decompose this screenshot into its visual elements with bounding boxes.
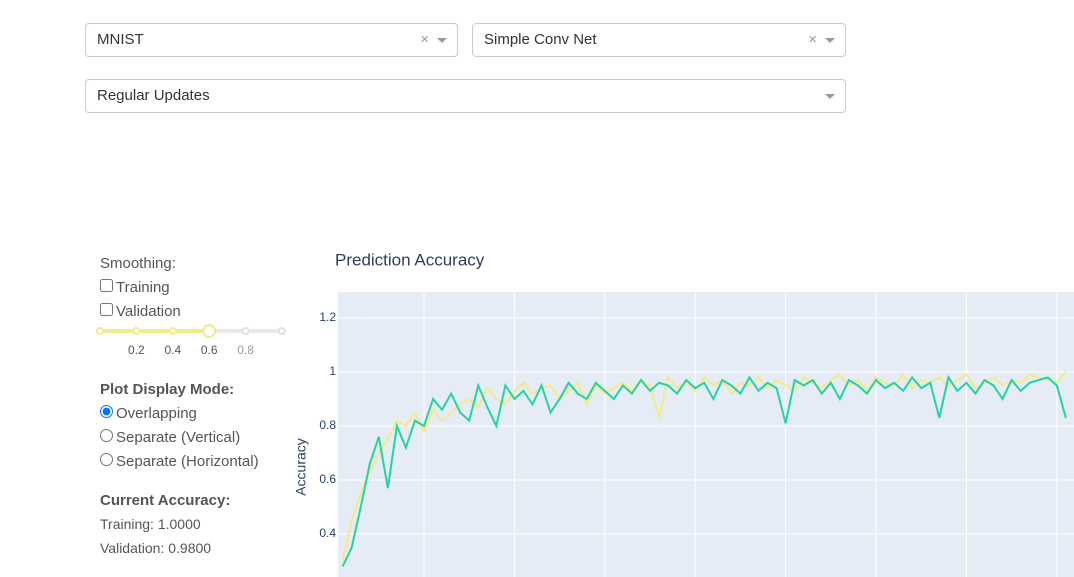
arrow[interactable] (437, 38, 447, 43)
checkbox[interactable]: Training (100, 279, 170, 296)
y-axis-title: Accuracy (293, 438, 309, 496)
radio[interactable]: Separate (Horizontal) (100, 453, 259, 470)
dropdown-value: Simple Conv Net (484, 31, 597, 48)
data-line (341, 374, 1067, 567)
display-mode-label: Plot Display Mode: (100, 381, 235, 398)
plot-area (338, 292, 1074, 577)
y-tick-label: 1 (329, 364, 336, 378)
radio-label: Overlapping (116, 405, 197, 422)
radio-input[interactable] (100, 453, 113, 466)
radio-input[interactable] (100, 405, 113, 418)
slider[interactable]: 0.2 0.4 0.6 0.8 (90, 320, 295, 362)
slider-dot (168, 327, 177, 335)
slider-dot (241, 327, 250, 335)
data-line (341, 371, 1067, 562)
checkbox-input[interactable] (100, 303, 113, 316)
chart-title: Prediction Accuracy (335, 250, 485, 269)
y-tick-label: 1.2 (319, 310, 336, 324)
dropdown-value: MNIST (97, 31, 144, 48)
slider-dot (132, 327, 141, 335)
checkbox-input[interactable] (100, 279, 113, 292)
update-dropdown[interactable]: Regular Updates (85, 79, 846, 113)
validation-accuracy: Validation: 0.9800 (100, 540, 212, 556)
y-tick-label: 0.4 (319, 526, 336, 540)
radio[interactable]: Separate (Vertical) (100, 429, 240, 446)
dataset-dropdown[interactable]: MNIST × (85, 23, 458, 57)
y-tick-label: 0.6 (319, 472, 336, 486)
slider-mark-label: 0.2 (128, 343, 145, 357)
slider-mark-label: 0.4 (164, 343, 181, 357)
radio-label: Separate (Horizontal) (116, 453, 259, 470)
y-tick-label: 0.8 (319, 418, 336, 432)
slider-dot (278, 327, 286, 335)
arrow[interactable] (825, 94, 835, 99)
training-accuracy: Training: 1.0000 (100, 516, 201, 532)
dropdown-value: Regular Updates (97, 87, 210, 104)
arrow[interactable] (825, 38, 835, 43)
slider-dot (96, 327, 104, 335)
slider-mark-label: 0.8 (237, 343, 254, 357)
checkbox[interactable]: Validation (100, 303, 181, 320)
chart: Prediction Accuracy Accuracy 0.4 0.6 0.8 1 1… (293, 250, 1074, 577)
checkbox-label: Validation (116, 303, 181, 320)
radio-input[interactable] (100, 429, 113, 442)
clear[interactable]: × (420, 31, 429, 48)
smoothing-label: Smoothing: (100, 255, 176, 272)
model-dropdown[interactable]: Simple Conv Net × (472, 23, 846, 57)
slider-handle (202, 324, 217, 338)
radio[interactable]: Overlapping (100, 405, 197, 422)
checkbox-label: Training (116, 279, 170, 296)
slider-mark-label: 0.6 (201, 343, 218, 357)
current-accuracy-label: Current Accuracy: (100, 492, 231, 509)
radio-label: Separate (Vertical) (116, 429, 241, 446)
clear[interactable]: × (808, 31, 817, 48)
